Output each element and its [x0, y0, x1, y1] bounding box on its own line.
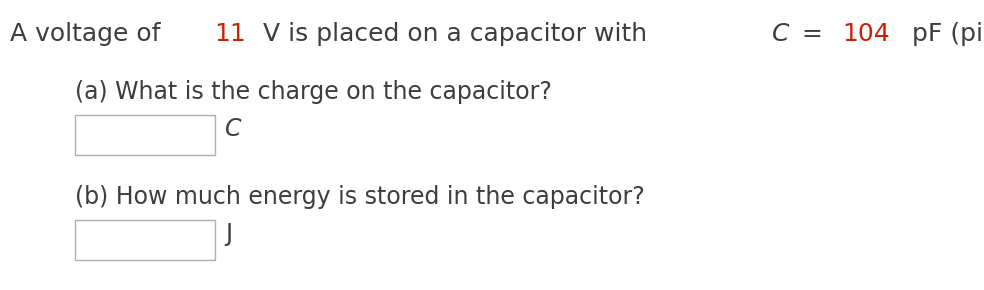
Text: 104: 104	[842, 22, 890, 46]
Text: pF (picofarads).: pF (picofarads).	[903, 22, 984, 46]
Text: (b) How much energy is stored in the capacitor?: (b) How much energy is stored in the cap…	[75, 185, 645, 209]
Text: J: J	[225, 222, 232, 246]
Text: C: C	[771, 22, 789, 46]
Text: 11: 11	[215, 22, 246, 46]
Text: A voltage of: A voltage of	[10, 22, 168, 46]
Text: =: =	[794, 22, 831, 46]
Bar	[75, 220, 215, 260]
Text: (a) What is the charge on the capacitor?: (a) What is the charge on the capacitor?	[75, 80, 552, 104]
Bar	[75, 115, 215, 155]
Text: C: C	[225, 117, 241, 141]
Text: V is placed on a capacitor with: V is placed on a capacitor with	[256, 22, 655, 46]
